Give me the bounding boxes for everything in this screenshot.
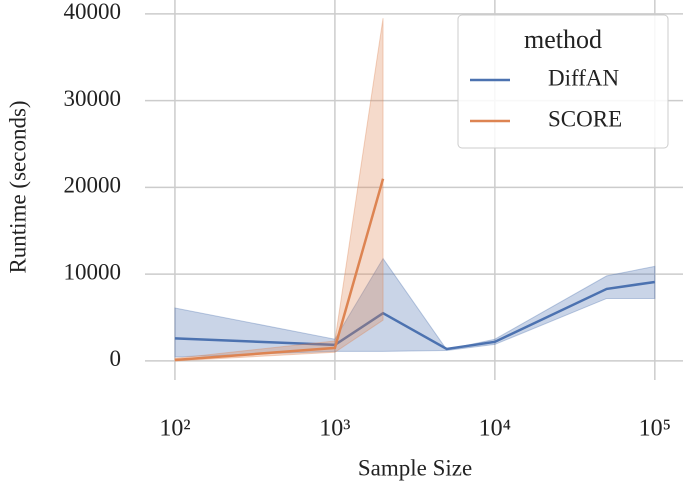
y-axis-label: Runtime (seconds) (5, 100, 30, 273)
x-tick-label: 10³ (319, 416, 350, 442)
legend-box (457, 14, 669, 149)
legend-label: DiffAN (548, 65, 620, 90)
y-tick-label: 10000 (64, 259, 122, 284)
legend-title: method (524, 25, 602, 54)
x-tick-label: 10² (159, 416, 190, 442)
y-tick-label: 0 (110, 346, 122, 371)
legend-label: SCORE (548, 106, 622, 131)
x-axis-label: Sample Size (358, 455, 472, 480)
y-tick-label: 20000 (64, 173, 122, 198)
series-line (174, 178, 385, 362)
confidence-band (174, 257, 656, 358)
confidence-band (174, 18, 384, 362)
y-tick-label: 30000 (64, 86, 122, 111)
x-tick-label: 10⁵ (639, 416, 671, 442)
x-tick-label: 10⁴ (479, 416, 511, 442)
y-tick-label: 40000 (64, 0, 122, 24)
